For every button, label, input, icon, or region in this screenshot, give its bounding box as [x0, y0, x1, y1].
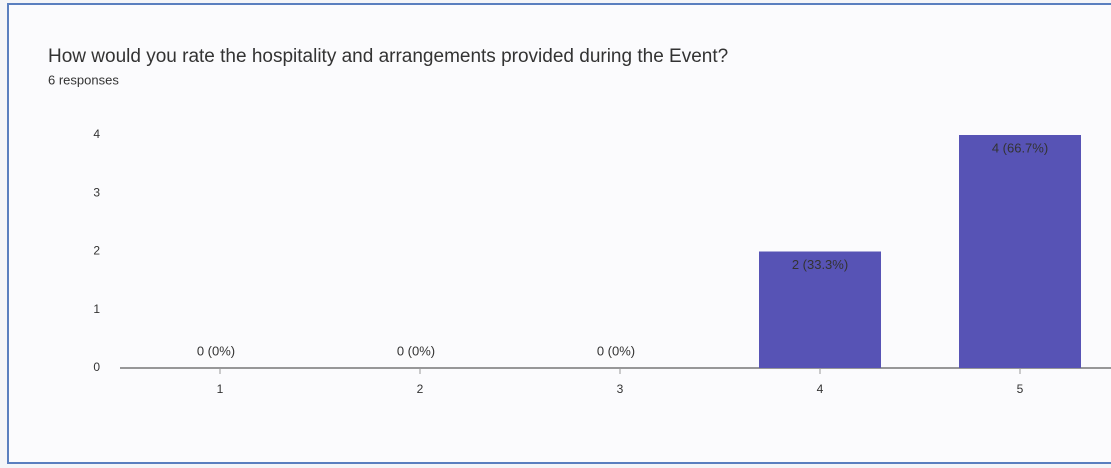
- data-label: 0 (0%): [597, 343, 635, 358]
- x-tick-label: 4: [817, 382, 824, 396]
- card: [7, 3, 1111, 464]
- y-tick-label: 3: [93, 185, 100, 199]
- y-tick-label: 2: [93, 244, 100, 258]
- y-tick-label: 1: [93, 302, 100, 316]
- x-tick-label: 1: [217, 382, 224, 396]
- chart-title: How would you rate the hospitality and a…: [48, 46, 728, 67]
- data-label: 0 (0%): [197, 343, 235, 358]
- data-label: 2 (33.3%): [792, 257, 848, 272]
- x-tick-label: 5: [1017, 382, 1024, 396]
- y-tick-label: 0: [93, 360, 100, 374]
- chart-subtitle: 6 responses: [48, 72, 119, 87]
- bar: [959, 135, 1081, 368]
- data-label: 4 (66.7%): [992, 140, 1048, 155]
- data-label: 0 (0%): [397, 343, 435, 358]
- x-tick-label: 3: [617, 382, 624, 396]
- y-tick-label: 4: [93, 127, 100, 141]
- x-tick-label: 2: [417, 382, 424, 396]
- bar: [759, 251, 881, 368]
